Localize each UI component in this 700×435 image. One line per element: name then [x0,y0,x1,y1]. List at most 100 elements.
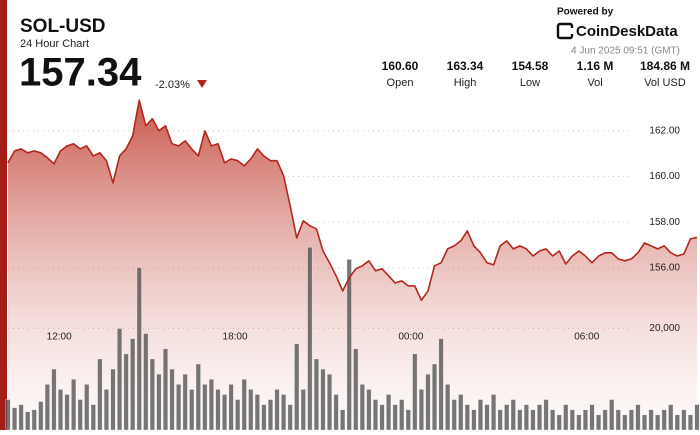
volume-bar [130,338,136,431]
volume-bar [143,333,149,431]
volume-bar [556,414,562,431]
x-tick-label: 18:00 [223,332,248,343]
volume-bar [595,414,602,431]
volume-bar [281,394,287,431]
volume-bar [523,404,529,431]
volume-bar [550,409,556,431]
stat-value: 160.60 [382,59,419,73]
volume-bar [504,404,510,431]
volume-bar [366,389,372,431]
accent-bar [0,0,7,430]
volume-bar [261,404,267,431]
volume-bar [346,259,352,431]
volume-bar [254,394,260,431]
volume-bar [31,409,37,431]
volume-bar [44,384,50,431]
volume-bar [182,373,188,431]
volume-bar [615,409,621,431]
logo-cut [567,28,574,34]
volume-bar [123,353,129,431]
volume-bar [399,399,405,431]
volume-bar [661,409,667,431]
y2-tick-label: 20,000 [649,323,680,334]
volume-bar [405,409,411,431]
volume-bar [385,394,392,431]
change: -2.03% [155,79,190,91]
x-tick-label: 12:00 [47,332,72,343]
volume-bar [320,368,326,431]
volume-bar [38,401,44,431]
volume-bar [202,384,208,431]
y-tick-label: 158.00 [649,217,680,228]
y-tick-label: 160.00 [649,171,680,182]
subtitle: 24 Hour Chart [20,38,89,50]
stat-label: Vol USD [644,77,686,89]
volume-bar [359,384,365,431]
volume-bar [681,409,687,431]
volume-bar [418,389,424,431]
volume-bar [25,411,31,431]
volume-bar [149,358,155,431]
volume-bar [169,368,175,431]
volume-bar [313,358,320,431]
volume-bar [372,399,379,431]
price-line [7,99,698,302]
x-tick-label: 06:00 [574,332,599,343]
stat-value: 184.86 M [640,59,690,73]
price: 157.34 [19,51,142,95]
volume-bar [353,348,359,431]
stat-value: 1.16 M [577,59,614,73]
volume-bar [326,373,333,431]
volume-bar [668,404,674,431]
volume-bar [458,394,464,431]
volume-bar [51,368,57,431]
volume-bar [477,399,484,431]
volume-bar [11,407,18,431]
volume-bar [602,409,608,431]
volume-bar [208,378,215,431]
plot: 156.00 158.00 160.00 162.00 20,000 12:00 18:00… [5,99,700,431]
logo-text: CoinDeskData [576,23,678,40]
volume-bar [248,389,254,431]
volume-bar [655,414,661,431]
volume-bar [340,409,346,431]
volume-bar [235,399,241,431]
x-tick-label: 00:00 [398,332,423,343]
volume-bar [162,348,169,431]
volume-bar [379,404,385,431]
volume-bar [497,409,503,431]
volume-bar [628,409,634,431]
volume-bar [674,414,680,431]
volume-bar [110,368,116,431]
volume-bar [195,363,201,431]
volume-bar [536,404,543,431]
volume-bar [392,404,398,431]
volume-bar [307,246,313,431]
volume-bar [90,404,96,431]
volume-bar [287,404,293,431]
y-tick-label: 156.00 [649,262,680,273]
volume-bar [431,363,438,431]
volume-bar [241,378,247,431]
down-arrow [197,80,207,88]
volume-bar [84,384,90,431]
volume-bar [5,399,11,431]
volume-bar [622,414,628,431]
volume-bar [543,399,549,431]
volume-bar [274,389,280,431]
volume-bar [221,394,228,431]
volume-bar [176,384,182,431]
volume-bar [116,328,123,431]
volume-bar [294,343,300,431]
volume-bar [576,414,582,431]
volume-bar [589,404,595,431]
stat-label: High [454,77,477,89]
volume-bar [215,389,221,431]
volume-bar [445,384,451,431]
volume-bar [267,399,274,431]
stat-label: Vol [587,77,602,89]
volume-bar [484,404,490,431]
volume-bar [412,353,418,431]
